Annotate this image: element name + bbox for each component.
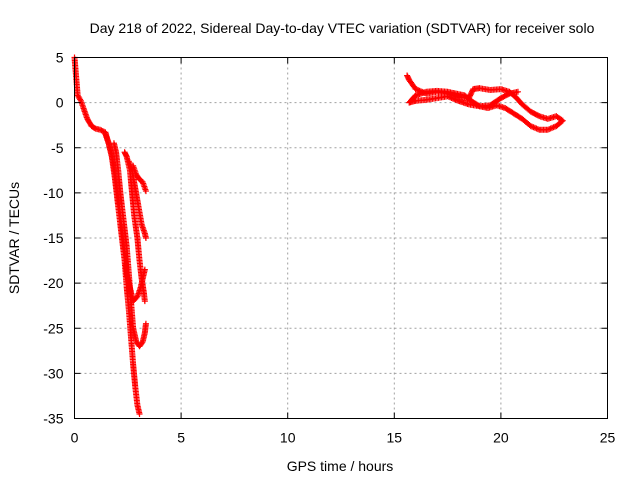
y-tick-label: -5: [51, 140, 64, 156]
data-point: [136, 410, 143, 417]
data-point: [99, 128, 106, 135]
data-point: [142, 188, 149, 195]
data-point: [141, 298, 148, 305]
data-point: [77, 96, 84, 103]
data-point: [514, 88, 521, 95]
x-tick-label: 25: [600, 430, 616, 446]
y-tick-label: 0: [56, 95, 64, 111]
y-tick-label: -10: [43, 185, 63, 201]
y-tick-label: -20: [43, 275, 63, 291]
y-tick-label: -30: [43, 365, 63, 381]
data-series: [71, 54, 566, 417]
data-point: [97, 126, 104, 133]
y-tick-label: -25: [43, 320, 63, 336]
data-point: [142, 235, 149, 241]
data-point: [535, 112, 542, 119]
y-tick-label: -35: [43, 411, 63, 427]
data-point: [503, 105, 510, 112]
data-point: [98, 127, 105, 134]
y-tick-label: 5: [56, 50, 64, 66]
y-axis-label: SDTVAR / TECUs: [6, 182, 22, 294]
grid: [74, 57, 608, 419]
x-axis-label: GPS time / hours: [287, 458, 394, 474]
x-tick-label: 5: [177, 430, 185, 446]
data-point: [142, 320, 149, 327]
y-tick-label: -15: [43, 230, 63, 246]
x-tick-label: 10: [280, 430, 296, 446]
axis-ticks: 0 5 10 15 20 25 5 0 -5 -10 -15 -20 -25 -30 -35: [43, 50, 615, 446]
data-point: [138, 339, 145, 346]
chart-title: Day 218 of 2022, Sidereal Day-to-day VTE…: [90, 20, 595, 36]
data-point: [505, 91, 512, 98]
x-tick-label: 0: [71, 430, 79, 446]
x-tick-label: 15: [387, 430, 403, 446]
x-tick-label: 20: [493, 430, 509, 446]
